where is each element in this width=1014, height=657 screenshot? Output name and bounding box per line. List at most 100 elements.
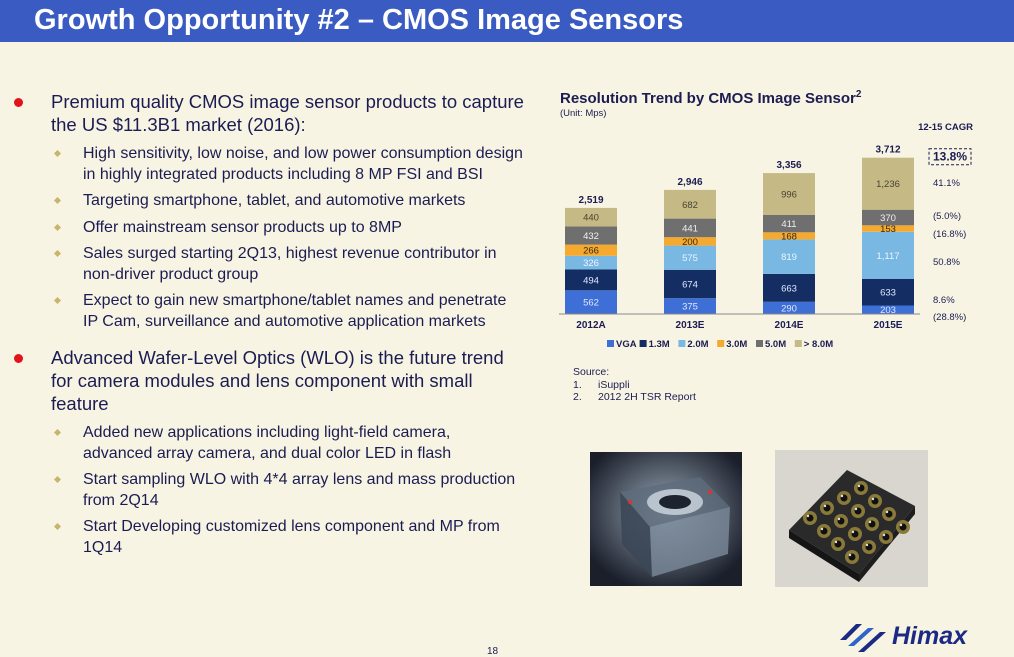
cagr-value: 8.6% bbox=[933, 295, 955, 306]
data-label: 441 bbox=[682, 223, 698, 234]
bar-segment bbox=[565, 244, 617, 256]
sub-bullet-item: Targeting smartphone, tablet, and automo… bbox=[14, 191, 524, 212]
logo-text: Himax bbox=[892, 622, 968, 650]
bullet-item: Advanced Wafer-Level Optics (WLO) is the… bbox=[14, 346, 524, 415]
sub-bullet-item: Expect to gain new smartphone/tablet nam… bbox=[14, 291, 524, 332]
data-label: 168 bbox=[781, 231, 797, 242]
chart-title: Resolution Trend by CMOS Image Sensor2 bbox=[560, 89, 861, 107]
bar-segment bbox=[763, 301, 815, 314]
cagr-value: (16.8%) bbox=[933, 229, 966, 240]
cagr-value: (5.0%) bbox=[933, 211, 961, 222]
data-label: 370 bbox=[880, 213, 896, 224]
bar-segment bbox=[664, 189, 716, 219]
bar-segment bbox=[664, 245, 716, 270]
sub-bullet-item: Offer mainstream sensor products up to 8… bbox=[14, 218, 524, 239]
legend-label: 2.0M bbox=[687, 339, 708, 350]
total-label: 2,946 bbox=[677, 177, 702, 188]
bar-segment bbox=[565, 255, 617, 270]
legend-swatch bbox=[678, 340, 686, 347]
data-label: 203 bbox=[880, 305, 896, 316]
bar-segment bbox=[763, 239, 815, 274]
page-number: 18 bbox=[487, 646, 499, 657]
cagr-value: 41.1% bbox=[933, 178, 960, 189]
data-label: 633 bbox=[880, 288, 896, 299]
source-label: Source: bbox=[573, 366, 610, 378]
bar-segment bbox=[664, 237, 716, 246]
data-label: 440 bbox=[583, 213, 599, 224]
company-logo: Himax bbox=[838, 618, 1008, 654]
source-number: 2. bbox=[573, 391, 582, 403]
bullet-text: Premium quality CMOS image sensor produc… bbox=[51, 91, 524, 135]
data-label: 153 bbox=[880, 224, 896, 235]
bullet-text: Advanced Wafer-Level Optics (WLO) is the… bbox=[51, 347, 504, 414]
diamond-bullet-icon bbox=[54, 150, 61, 157]
x-tick-label: 2013E bbox=[676, 320, 705, 331]
sub-bullet-item: Sales surged starting 2Q13, highest reve… bbox=[14, 244, 524, 285]
cagr-header: 12-15 CAGR bbox=[918, 122, 973, 133]
bar-segment bbox=[862, 209, 914, 226]
bar-segment bbox=[565, 290, 617, 314]
source-notes: Source: 1. iSuppli 2. 2012 2H TSR Report bbox=[573, 366, 696, 404]
sub-bullet-item: High sensitivity, low noise, and low pow… bbox=[14, 144, 524, 185]
legend-swatch bbox=[756, 340, 763, 347]
data-label: 375 bbox=[682, 302, 698, 313]
diamond-bullet-icon bbox=[54, 476, 61, 483]
bar-segment bbox=[565, 226, 617, 245]
data-label: 575 bbox=[682, 253, 698, 264]
sub-bullet-text: Expect to gain new smartphone/tablet nam… bbox=[83, 292, 507, 330]
sub-bullet-text: Offer mainstream sensor products up to 8… bbox=[83, 218, 402, 236]
x-tick-label: 2012A bbox=[576, 320, 605, 331]
sub-bullet-item: Added new applications including light-f… bbox=[14, 423, 524, 464]
sub-bullet-text: Sales surged starting 2Q13, highest reve… bbox=[83, 245, 497, 283]
slide-title: Growth Opportunity #2 – CMOS Image Senso… bbox=[34, 4, 684, 36]
sub-bullet-text: High sensitivity, low noise, and low pow… bbox=[83, 145, 523, 183]
lens-array-photo bbox=[775, 450, 928, 587]
bar-segment bbox=[862, 231, 914, 279]
bullet-list: Premium quality CMOS image sensor produc… bbox=[14, 90, 524, 564]
sub-bullet-text: Added new applications including light-f… bbox=[83, 424, 452, 462]
legend-label: 3.0M bbox=[726, 339, 747, 350]
chart-title-footnote: 2 bbox=[855, 89, 862, 100]
legend-swatch bbox=[794, 340, 802, 347]
bar-segment bbox=[862, 225, 914, 232]
diamond-bullet-icon bbox=[54, 523, 61, 530]
source-item: 2. 2012 2H TSR Report bbox=[573, 391, 696, 404]
bar-segment bbox=[565, 207, 617, 227]
x-tick-label: 2014E bbox=[775, 320, 804, 331]
bar-segment bbox=[664, 269, 716, 299]
legend-label: VGA bbox=[616, 339, 637, 350]
logo-mark-icon bbox=[840, 624, 886, 652]
data-label: 996 bbox=[781, 190, 797, 201]
source-number: 1. bbox=[573, 378, 582, 391]
data-label: 674 bbox=[682, 280, 698, 291]
sub-bullet-text: Start sampling WLO with 4*4 array lens a… bbox=[83, 471, 516, 509]
sub-bullet-item: Start sampling WLO with 4*4 array lens a… bbox=[14, 470, 524, 511]
source-item: 1. iSuppli bbox=[573, 379, 696, 392]
data-label: 200 bbox=[682, 237, 698, 248]
sub-bullet-text: Start Developing customized lens compone… bbox=[83, 518, 500, 556]
bar-segment bbox=[862, 278, 914, 306]
diamond-bullet-icon bbox=[54, 223, 61, 231]
bar-segment bbox=[763, 273, 815, 302]
diamond-bullet-icon bbox=[54, 429, 61, 436]
total-label: 3,712 bbox=[875, 145, 900, 156]
data-label: 326 bbox=[583, 258, 599, 269]
legend-swatch bbox=[717, 340, 725, 347]
data-label: 290 bbox=[781, 303, 797, 314]
data-label: 1,117 bbox=[876, 251, 899, 262]
chart-title-text: Resolution Trend by CMOS Image Sensor bbox=[560, 90, 856, 107]
title-banner: Growth Opportunity #2 – CMOS Image Senso… bbox=[0, 0, 1014, 42]
data-label: 494 bbox=[583, 275, 599, 286]
bullet-dot-icon bbox=[14, 354, 23, 363]
bar-segment bbox=[862, 305, 914, 314]
total-label: 2,519 bbox=[578, 195, 603, 206]
data-label: 1,236 bbox=[876, 179, 900, 190]
wlo-lens-photo bbox=[590, 452, 742, 586]
bar-segment bbox=[664, 218, 716, 238]
data-label: 562 bbox=[583, 298, 599, 309]
legend-label: 1.3M bbox=[649, 339, 670, 350]
legend-swatch bbox=[607, 340, 614, 347]
diamond-bullet-icon bbox=[54, 197, 61, 204]
cagr-total: 13.8% bbox=[933, 150, 967, 164]
